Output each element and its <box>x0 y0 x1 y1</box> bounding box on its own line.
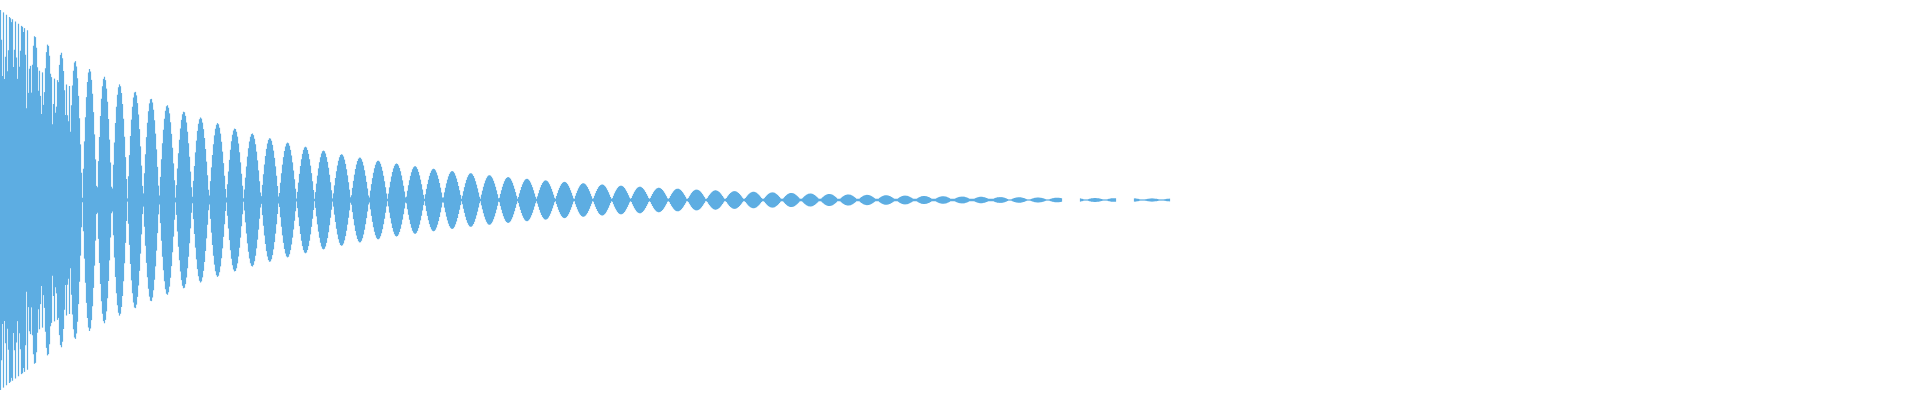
waveform-series <box>0 10 1171 390</box>
waveform-signal <box>0 10 1171 390</box>
